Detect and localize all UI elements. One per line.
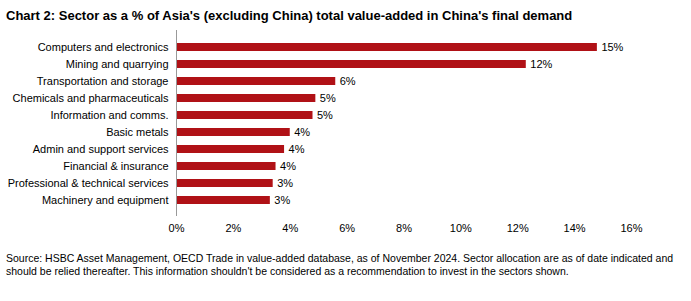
svg-text:Chemicals and pharmaceuticals: Chemicals and pharmaceuticals <box>13 92 169 104</box>
svg-text:Mining and quarrying: Mining and quarrying <box>66 58 169 70</box>
svg-text:16%: 16% <box>620 222 642 234</box>
svg-text:5%: 5% <box>320 92 336 104</box>
html-text:Chart 2: Sector as a % of Asia: Chart 2: Sector as a % of Asia's (exclud… <box>6 8 573 23</box>
svg-text:5%: 5% <box>317 109 333 121</box>
svg-text:Financial & insurance: Financial & insurance <box>63 160 168 172</box>
svg-text:12%: 12% <box>507 222 529 234</box>
svg-text:2%: 2% <box>225 222 241 234</box>
svg-text:Professional & technical servi: Professional & technical services <box>8 177 169 189</box>
svg-text:14%: 14% <box>564 222 586 234</box>
svg-text:10%: 10% <box>450 222 472 234</box>
html-text:Source: HSBC Asset Management,: Source: HSBC Asset Management, OECD Trad… <box>6 252 674 277</box>
svg-text:15%: 15% <box>601 41 623 53</box>
svg-text:Basic metals: Basic metals <box>106 126 169 138</box>
svg-text:3%: 3% <box>274 194 290 206</box>
svg-text:4%: 4% <box>282 222 298 234</box>
svg-text:Admin and support services: Admin and support services <box>33 143 169 155</box>
svg-text:Transportation and storage: Transportation and storage <box>37 75 169 87</box>
svg-text:6%: 6% <box>340 75 356 87</box>
svg-text:4%: 4% <box>294 126 310 138</box>
svg-text:8%: 8% <box>396 222 412 234</box>
svg-text:4%: 4% <box>289 143 305 155</box>
svg-text:Machinery and equipment: Machinery and equipment <box>42 194 169 206</box>
svg-text:0%: 0% <box>169 222 185 234</box>
svg-text:6%: 6% <box>339 222 355 234</box>
svg-text:12%: 12% <box>530 58 552 70</box>
svg-text:Computers and electronics: Computers and electronics <box>38 41 169 53</box>
svg-text:3%: 3% <box>277 177 293 189</box>
svg-text:Information and comms.: Information and comms. <box>51 109 169 121</box>
svg-text:4%: 4% <box>280 160 296 172</box>
